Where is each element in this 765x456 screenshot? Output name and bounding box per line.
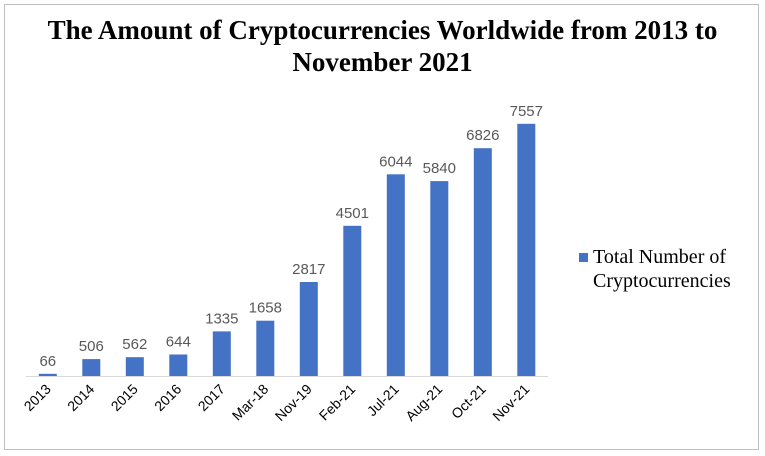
bar <box>38 373 57 376</box>
x-tick-label: 2015 <box>108 381 141 414</box>
bar <box>169 354 188 376</box>
data-label: 506 <box>79 338 104 355</box>
x-tick-label: Feb-21 <box>316 381 359 424</box>
data-label: 7557 <box>510 103 543 120</box>
x-tick-label: Nov-21 <box>489 381 532 424</box>
x-tick-label: Aug-21 <box>402 381 445 424</box>
x-tick-label: 2014 <box>64 381 97 414</box>
bar <box>473 148 492 376</box>
legend-swatch <box>579 253 588 262</box>
data-label: 6044 <box>379 153 412 170</box>
bar <box>430 181 449 376</box>
bar <box>517 123 536 376</box>
data-label: 5840 <box>423 160 456 177</box>
legend-label: Total Number of Cryptocurrencies <box>593 246 731 292</box>
x-tick-label: 2013 <box>21 381 54 414</box>
data-label: 66 <box>39 353 56 370</box>
data-label: 644 <box>166 334 191 351</box>
data-label: 6826 <box>466 127 499 144</box>
bar <box>125 357 144 376</box>
x-tick-label: Nov-19 <box>272 381 315 424</box>
bar <box>343 225 362 376</box>
bar <box>82 359 101 376</box>
data-label: 2817 <box>292 261 325 278</box>
x-tick-label: 2017 <box>195 381 228 414</box>
chart-title: The Amount of Cryptocurrencies Worldwide… <box>47 15 718 77</box>
bar <box>299 282 318 376</box>
bar <box>212 331 231 376</box>
x-tick-label: Oct-21 <box>448 381 489 422</box>
data-label: 1335 <box>205 310 238 327</box>
x-tick-label: Jul-21 <box>364 381 402 419</box>
data-label: 1658 <box>249 300 282 317</box>
data-label: 562 <box>122 336 147 353</box>
x-tick-label: Mar-18 <box>229 381 272 424</box>
bar <box>256 320 275 376</box>
x-tick-label: 2016 <box>151 381 184 414</box>
data-label: 4501 <box>336 205 369 222</box>
bar <box>386 174 405 376</box>
